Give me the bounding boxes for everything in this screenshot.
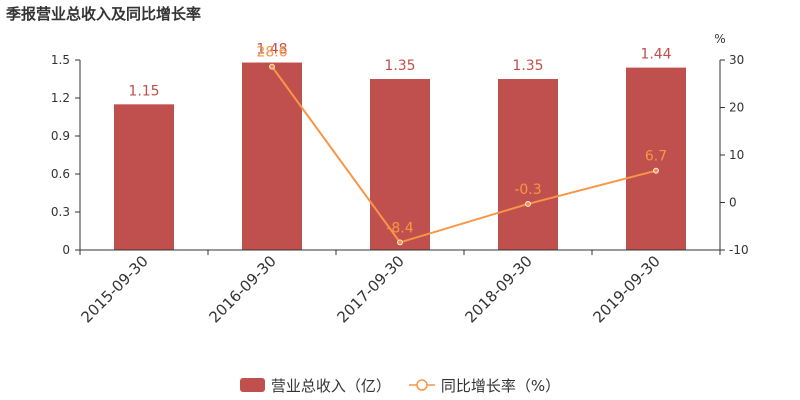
revenue-bar-label: 1.15 xyxy=(128,83,159,99)
growth-point xyxy=(653,167,659,174)
y-right-tick-label: 30 xyxy=(729,53,744,67)
growth-point-label: 6.7 xyxy=(645,149,667,165)
x-tick-label: 2017-09-30 xyxy=(333,252,407,326)
y-right-tick-label: 10 xyxy=(729,148,744,162)
growth-point-label: 28.6 xyxy=(256,45,287,61)
revenue-bar-label: 1.35 xyxy=(384,58,415,74)
revenue-bar xyxy=(114,104,174,250)
bar-series xyxy=(114,62,686,251)
revenue-bar xyxy=(242,62,302,251)
growth-line xyxy=(271,66,657,244)
legend-label-revenue: 营业总收入（亿） xyxy=(270,376,391,395)
revenue-bar xyxy=(626,67,686,250)
y-left-tick-label: 0 xyxy=(62,243,70,257)
growth-point xyxy=(397,239,403,246)
revenue-bar-label: 1.35 xyxy=(512,58,543,74)
y-right-tick-label: 0 xyxy=(729,196,737,210)
legend: 营业总收入（亿） 同比增长率（%） xyxy=(0,373,800,397)
page-title: 季报营业总收入及同比增长率 xyxy=(6,5,202,23)
bar-labels: 1.15 1.48 1.35 1.35 1.44 xyxy=(128,42,671,100)
legend-line-swatch xyxy=(408,379,435,391)
growth-point-label: -0.3 xyxy=(514,182,541,198)
legend-bar-swatch xyxy=(239,378,265,392)
revenue-bar xyxy=(498,79,558,250)
revenue-bar xyxy=(370,79,430,250)
growth-point xyxy=(269,63,275,70)
x-tick-label: 2015-09-30 xyxy=(77,252,151,326)
line-labels: 28.6 -8.4 -0.3 6.7 xyxy=(256,45,667,237)
y-left-tick-label: 0.9 xyxy=(51,129,70,143)
y-left-tick-label: 0.6 xyxy=(51,167,70,181)
growth-point xyxy=(525,201,531,207)
y-right-unit: % xyxy=(714,32,725,46)
legend-item-growth[interactable]: 同比增长率（%） xyxy=(408,375,561,396)
line-series xyxy=(269,63,659,246)
y-right-tick-label: -10 xyxy=(729,243,749,257)
y-right-tick-label: 20 xyxy=(729,101,744,115)
chart: 1.15 1.48 1.35 1.35 1.44 0 0.3 0.6 0.9 1.2 1.5 -10… xyxy=(51,32,749,326)
x-tick-label: 2018-09-30 xyxy=(461,252,535,326)
y-left-tick-label: 1.5 xyxy=(51,53,70,67)
x-tick-label: 2019-09-30 xyxy=(589,252,663,326)
growth-point-label: -8.4 xyxy=(386,220,413,236)
legend-item-revenue[interactable]: 营业总收入（亿） xyxy=(239,375,391,396)
y-left-tick-label: 1.2 xyxy=(51,91,70,105)
x-tick-label: 2016-09-30 xyxy=(205,252,279,326)
y-left-tick-label: 0.3 xyxy=(51,205,70,219)
revenue-bar-label: 1.44 xyxy=(640,47,671,63)
revenue-bar-label: 1.48 xyxy=(256,42,287,58)
legend-label-growth: 同比增长率（%） xyxy=(440,376,561,395)
